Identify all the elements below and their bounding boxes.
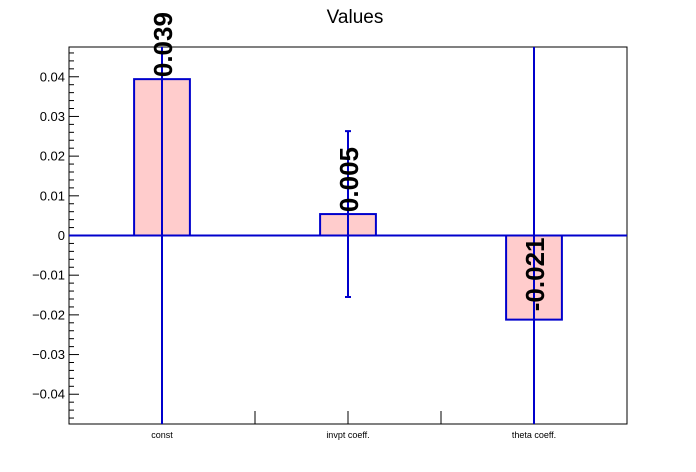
y-axis: −0.04 −0.03 −0.02 −0.01 0 0.01 0.02 0.03 0.04 <box>32 52 79 419</box>
bar-labels-group: 0.039 0.005 -0.021 <box>148 12 550 311</box>
bar-value-label: -0.021 <box>520 238 550 312</box>
y-tick-label: 0.02 <box>40 149 65 164</box>
x-axis: const invpt coeff. theta coeff. <box>151 411 556 440</box>
y-tick-label: −0.02 <box>32 307 65 322</box>
y-tick-label: −0.01 <box>32 268 65 283</box>
x-category-label: const <box>151 430 173 440</box>
y-tick-label: 0.01 <box>40 188 65 203</box>
y-tick-label: 0.03 <box>40 109 65 124</box>
y-tick-label: −0.03 <box>32 347 65 362</box>
x-category-label: theta coeff. <box>512 430 556 440</box>
bar-value-label: 0.039 <box>148 12 178 77</box>
y-tick-label: −0.04 <box>32 387 65 402</box>
error-bars-group <box>161 47 535 424</box>
y-tick-label: 0.04 <box>40 69 65 84</box>
y-tick-label: 0 <box>58 228 65 243</box>
chart-title: Values <box>327 7 384 28</box>
x-category-label: invpt coeff. <box>326 430 369 440</box>
bar-value-label: 0.005 <box>334 147 364 212</box>
